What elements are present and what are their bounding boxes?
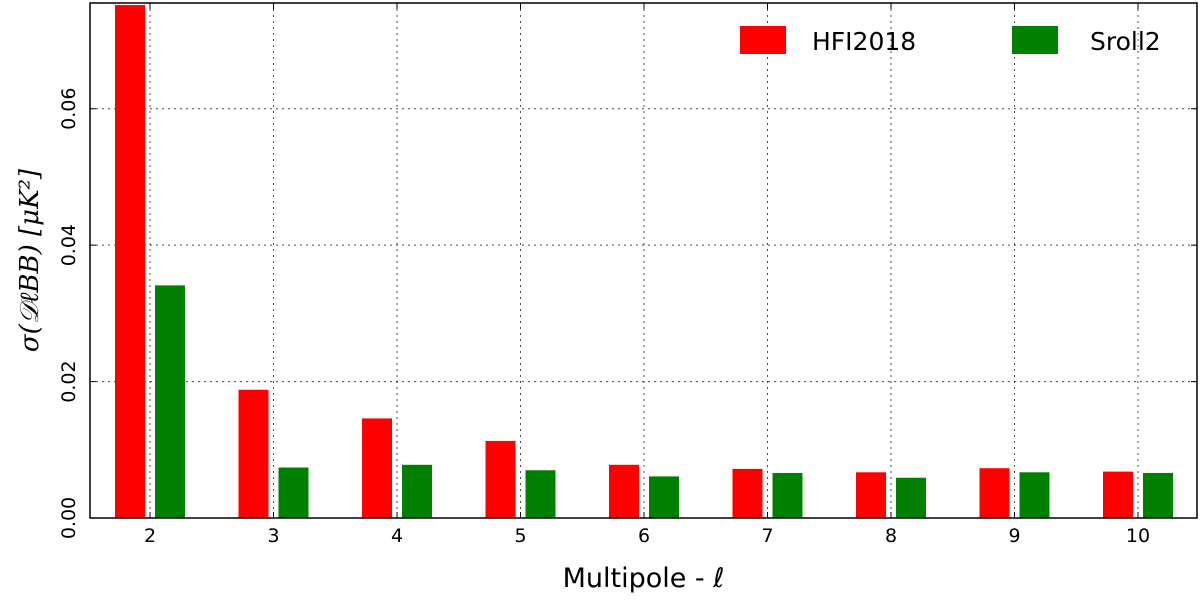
x-tick-label: 10 (1126, 525, 1150, 547)
x-tick-label: 2 (144, 525, 156, 547)
bar-sroll2-5 (525, 470, 556, 518)
bar-sroll2-2 (155, 285, 185, 518)
bar-sroll2-8 (896, 477, 926, 518)
x-tick-label: 6 (638, 525, 650, 547)
bar-hfi2018-8 (856, 472, 886, 518)
grid (90, 3, 1197, 518)
bar-hfi2018-3 (238, 389, 269, 518)
bar-hfi2018-4 (362, 418, 392, 518)
x-tick-label: 5 (514, 525, 526, 547)
bar-sroll2-3 (278, 467, 309, 518)
legend-swatch-sroll2 (1012, 26, 1058, 54)
legend-label-sroll2: Sroll2 (1090, 27, 1161, 56)
bar-hfi2018-7 (732, 468, 763, 518)
bar-sroll2-9 (1019, 472, 1050, 518)
y-tick-label: 0.04 (58, 224, 80, 266)
legend: HFI2018 Sroll2 (740, 26, 1161, 56)
y-axis: 0.00 0.02 0.04 0.06 (58, 88, 1197, 539)
bar-sroll2-7 (772, 472, 803, 518)
legend-label-hfi2018: HFI2018 (812, 27, 916, 56)
bar-hfi2018-5 (485, 440, 516, 518)
y-tick-label: 0.06 (58, 88, 80, 130)
bar-sroll2-4 (402, 464, 432, 518)
legend-swatch-hfi2018 (740, 26, 786, 54)
y-tick-label: 0.00 (58, 497, 80, 539)
y-tick-label: 0.02 (58, 360, 80, 402)
x-tick-label: 3 (267, 525, 279, 547)
bar-sroll2-10 (1143, 472, 1173, 518)
x-axis: 2 3 4 5 6 7 8 9 10 (144, 3, 1150, 547)
x-axis-title: Multipole - ℓ (563, 563, 725, 594)
bar-hfi2018-6 (609, 464, 639, 518)
x-tick-label: 7 (761, 525, 773, 547)
x-tick-label: 4 (391, 525, 403, 547)
bar-hfi2018-2 (115, 5, 145, 518)
x-tick-label: 8 (885, 525, 897, 547)
bar-hfi2018-10 (1103, 471, 1133, 518)
bar-hfi2018-9 (979, 468, 1010, 518)
bars (115, 5, 1173, 518)
x-tick-label: 9 (1008, 525, 1020, 547)
bar-sroll2-6 (649, 476, 679, 518)
y-axis-title: σ(𝒟ℓBB) [μK²] (15, 168, 45, 352)
